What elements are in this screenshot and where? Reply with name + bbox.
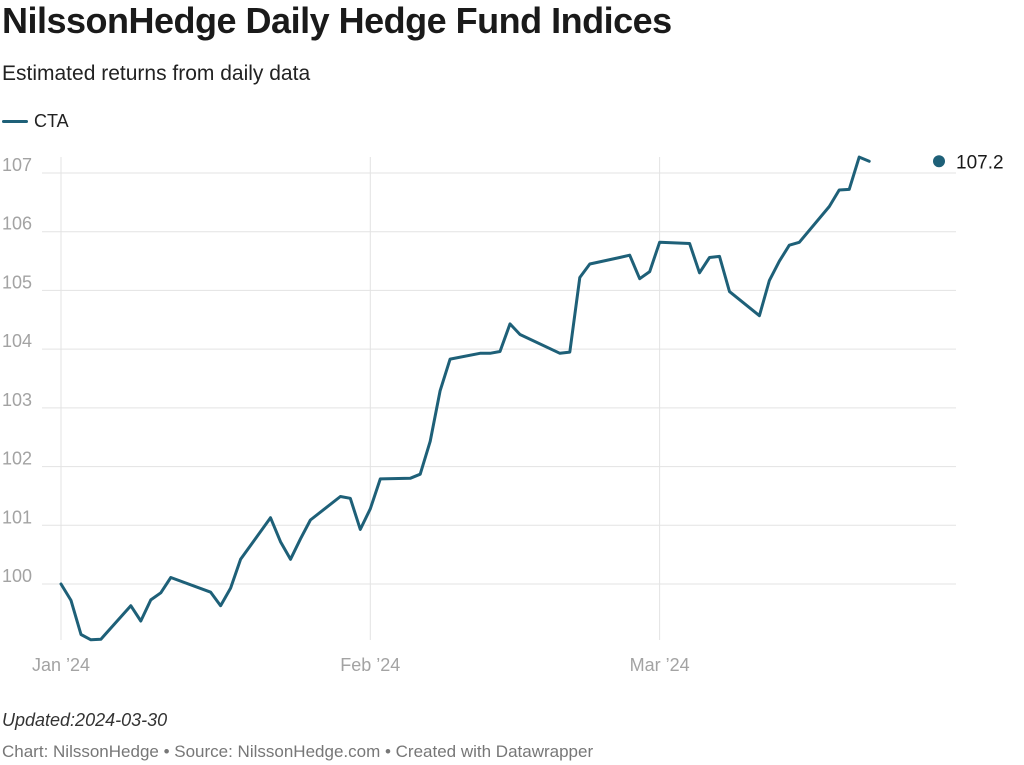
legend: CTA <box>2 111 69 132</box>
chart-title: NilssonHedge Daily Hedge Fund Indices <box>2 0 672 41</box>
x-tick-label-2: Mar ’24 <box>630 655 690 675</box>
updated-note: Updated:2024-03-30 <box>2 710 168 730</box>
y-tick-label-107: 107 <box>2 155 32 175</box>
legend-swatch-cta <box>2 120 28 123</box>
x-tick-label-0: Jan ’24 <box>32 655 90 675</box>
series-line-cta <box>59 155 871 642</box>
y-tick-label-103: 103 <box>2 390 32 410</box>
series-layer: 107.2 <box>59 152 1004 642</box>
y-tick-label-104: 104 <box>2 331 32 351</box>
credits-note: Chart: NilssonHedge • Source: NilssonHed… <box>2 742 594 761</box>
series-end-label: 107.2 <box>956 152 1004 173</box>
y-tick-label-101: 101 <box>2 507 32 527</box>
y-tick-label-102: 102 <box>2 449 32 469</box>
tick-layer: 100 101 102 103 104 105 106 107 Jan ’24 Feb ’24 Ma… <box>2 155 690 675</box>
legend-label-cta: CTA <box>34 111 69 131</box>
series-end-point <box>933 155 945 168</box>
y-tick-label-106: 106 <box>2 214 32 234</box>
chart-subtitle: Estimated returns from daily data <box>2 62 311 85</box>
grid-layer <box>42 157 956 640</box>
y-tick-label-100: 100 <box>2 566 32 586</box>
y-tick-label-105: 105 <box>2 272 32 292</box>
x-tick-label-1: Feb ’24 <box>340 655 400 675</box>
